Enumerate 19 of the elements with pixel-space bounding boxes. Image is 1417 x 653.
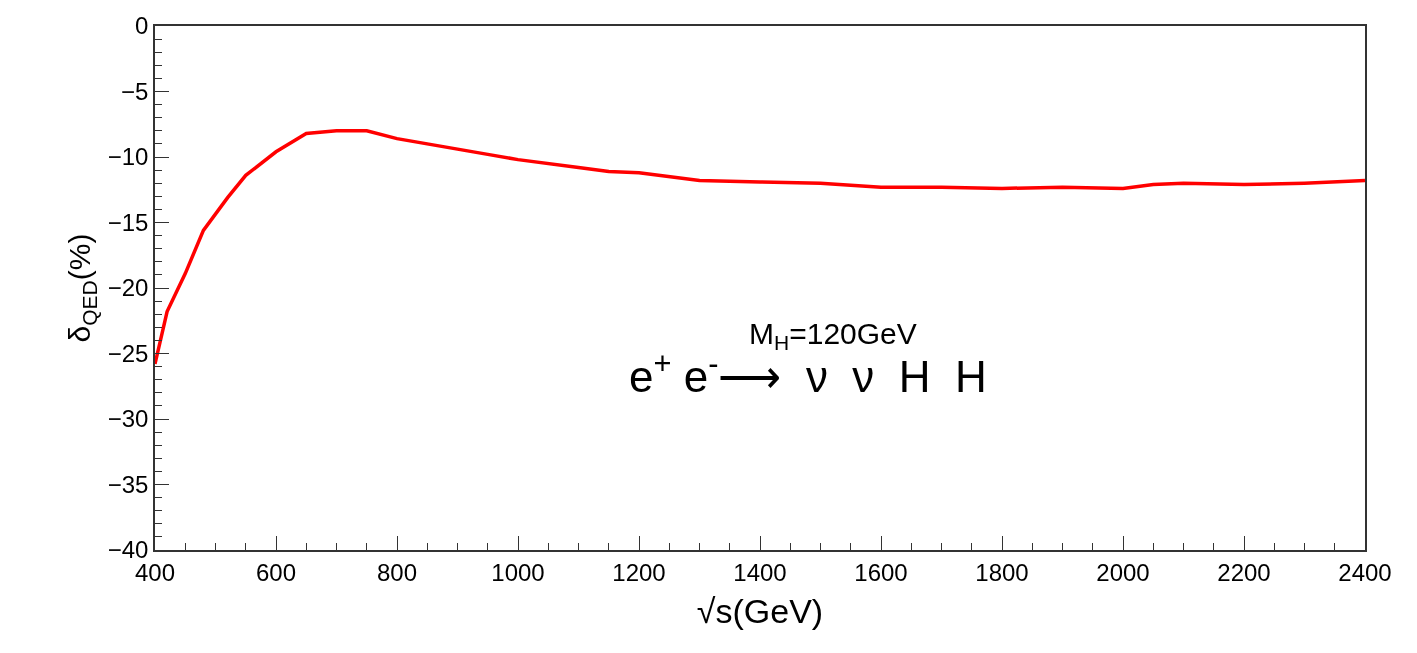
y-tick-label: −35 (107, 470, 149, 498)
x-tick-label: 2000 (1096, 558, 1150, 586)
y-tick-label: −30 (107, 405, 149, 433)
x-tick-label: 1600 (854, 558, 908, 586)
x-tick-label: 800 (376, 558, 418, 586)
y-tick-label: −5 (121, 77, 149, 105)
y-tick-label: −10 (107, 143, 149, 171)
x-tick-label: 2200 (1217, 558, 1271, 586)
x-tick-label: 600 (255, 558, 297, 586)
x-tick-label: 1000 (491, 558, 545, 586)
y-tick-label: −20 (107, 274, 149, 302)
x-tick-label: 1800 (975, 558, 1029, 586)
x-tick-label: 1200 (612, 558, 666, 586)
x-tick-label: 1400 (733, 558, 787, 586)
x-tick-label: 2400 (1338, 558, 1392, 586)
y-tick-label: −15 (107, 208, 149, 236)
y-tick-label: 0 (135, 12, 149, 40)
x-axis-title: √s(GeV) (696, 592, 824, 631)
y-tick-label: −25 (107, 339, 149, 367)
